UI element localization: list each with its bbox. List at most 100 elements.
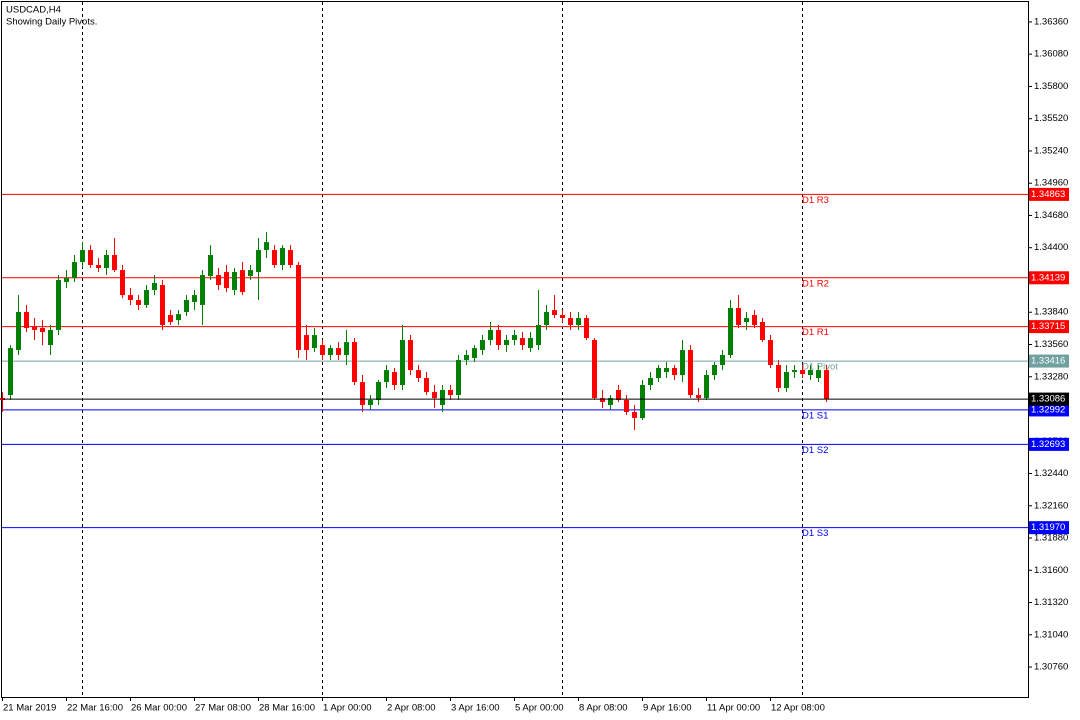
candle-body xyxy=(440,389,445,405)
candle-body xyxy=(40,328,45,333)
y-tick-label: 1.31320 xyxy=(1034,597,1068,608)
candle-body xyxy=(640,385,645,418)
x-tick-label: 1 Apr 00:00 xyxy=(323,703,372,714)
candle-body xyxy=(720,354,725,365)
y-tick-label: 1.35520 xyxy=(1034,113,1068,124)
candle-body xyxy=(72,262,77,279)
candle-body xyxy=(536,325,541,346)
pivot-level-tag xyxy=(1029,403,1069,417)
last-price-tag-label: 1.33086 xyxy=(1031,394,1065,405)
y-tick-label: 1.32160 xyxy=(1034,500,1068,511)
candle-body xyxy=(200,275,205,305)
candle-body xyxy=(472,348,477,358)
y-tick-label: 1.33560 xyxy=(1034,339,1068,350)
candle-body xyxy=(664,367,669,373)
y-tick-label: 1.33280 xyxy=(1034,371,1068,382)
pivot-level-tag xyxy=(1029,320,1069,334)
candle-body xyxy=(808,370,813,376)
candle-body xyxy=(192,295,197,302)
candle-body xyxy=(240,270,245,293)
candle-body xyxy=(64,278,69,283)
pivot-level-name: D1 S3 xyxy=(802,528,828,539)
pivot-level-tag-label: 1.34139 xyxy=(1031,272,1065,283)
candle-body xyxy=(328,348,333,355)
candle-body xyxy=(272,250,277,266)
pivot-level-tag xyxy=(1029,354,1069,368)
candle-body xyxy=(696,395,701,399)
pivot-level-tag xyxy=(1029,521,1069,535)
candle-body xyxy=(296,265,301,351)
candle-body xyxy=(160,285,165,326)
candle-body xyxy=(816,370,821,379)
candle-body xyxy=(336,348,341,355)
pivot-level-tag-label: 1.32992 xyxy=(1031,404,1065,415)
candle-body xyxy=(520,338,525,346)
x-tick-label: 21 Mar 2019 xyxy=(3,703,56,714)
candle-body xyxy=(104,254,109,268)
candle-body xyxy=(760,322,765,340)
chart-subtitle: Showing Daily Pivots. xyxy=(6,17,97,28)
pivot-level-name: D1 R2 xyxy=(802,278,829,289)
candle-body xyxy=(168,314,173,323)
pivot-level-name: D1 R3 xyxy=(802,195,829,206)
candle-body xyxy=(224,272,229,289)
candle-body xyxy=(824,370,829,400)
y-tick-label: 1.36080 xyxy=(1034,49,1068,60)
candle-body xyxy=(152,282,157,290)
candle-body xyxy=(320,345,325,355)
x-tick-label: 9 Apr 16:00 xyxy=(643,703,692,714)
pivot-level-tag-label: 1.32693 xyxy=(1031,439,1065,450)
candle-body xyxy=(32,326,37,330)
y-tick-label: 1.31600 xyxy=(1034,565,1068,576)
x-tick-label: 26 Mar 00:00 xyxy=(131,703,187,714)
candle-body xyxy=(208,254,213,277)
candle-body xyxy=(232,272,237,290)
candle-body xyxy=(136,300,141,305)
last-price-tag xyxy=(1029,392,1069,406)
candle-body xyxy=(504,339,509,346)
candle-body xyxy=(560,314,565,318)
pivot-level-tag-label: 1.33715 xyxy=(1031,321,1065,332)
x-tick-label: 5 Apr 00:00 xyxy=(515,703,564,714)
candle-body xyxy=(704,375,709,399)
candle-body xyxy=(688,350,693,396)
candle-body xyxy=(432,392,437,399)
candle-body xyxy=(176,314,181,321)
candle-body xyxy=(656,367,661,379)
candle-body xyxy=(344,342,349,355)
pivot-level-tag xyxy=(1029,187,1069,201)
y-tick-label: 1.34400 xyxy=(1034,242,1068,253)
pivot-level-tag xyxy=(1029,437,1069,451)
candle-body xyxy=(544,312,549,326)
x-tick-label: 8 Apr 08:00 xyxy=(579,703,628,714)
candle-body xyxy=(632,411,637,418)
candle-body xyxy=(24,312,29,329)
pivot-level-tag-label: 1.33416 xyxy=(1031,356,1065,367)
x-tick-label: 3 Apr 16:00 xyxy=(451,703,500,714)
y-tick-label: 1.35240 xyxy=(1034,145,1068,156)
candle-body xyxy=(488,329,493,340)
pivot-level-name: D1 R1 xyxy=(802,327,829,338)
y-tick-label: 1.33840 xyxy=(1034,307,1068,318)
x-tick-label: 12 Apr 08:00 xyxy=(771,703,825,714)
pivot-level-name: D1 Pivot xyxy=(802,362,838,373)
y-tick-label: 1.30760 xyxy=(1034,662,1068,673)
candle-body xyxy=(624,400,629,412)
candle-body xyxy=(392,372,397,386)
candle-body xyxy=(792,370,797,373)
candle-body xyxy=(712,364,717,376)
y-tick-label: 1.34680 xyxy=(1034,210,1068,221)
candle-body xyxy=(680,350,685,376)
candle-body xyxy=(768,339,773,365)
candle-body xyxy=(600,398,605,402)
candle-body xyxy=(112,254,117,271)
candle-body xyxy=(376,382,381,401)
candle-body xyxy=(56,279,61,330)
y-tick-label: 1.35800 xyxy=(1034,81,1068,92)
y-tick-label: 1.32440 xyxy=(1034,468,1068,479)
candle-body xyxy=(464,354,469,361)
candle-body xyxy=(416,370,421,379)
candle-body xyxy=(248,270,253,277)
